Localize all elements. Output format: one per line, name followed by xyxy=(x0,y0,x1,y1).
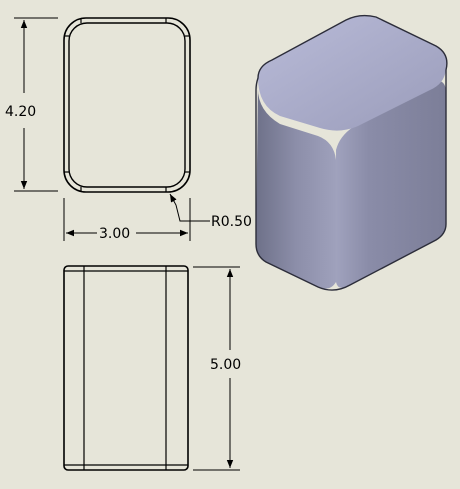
model-left-face xyxy=(256,84,336,289)
dimension-label-4-20: 4.20 xyxy=(5,104,36,120)
dimension-label-r0-50: R0.50 xyxy=(211,214,252,230)
top-view: 4.20 3.00 R0.50 xyxy=(5,17,252,242)
dimension-r0-50: R0.50 xyxy=(169,193,252,230)
top-view-inner-outline xyxy=(68,22,186,188)
top-view-tangent-edges xyxy=(64,18,190,192)
dimension-5-00: 5.00 xyxy=(193,266,241,471)
model-top-face xyxy=(258,15,447,131)
model-right-face xyxy=(336,81,446,288)
top-view-outer-outline xyxy=(63,17,191,193)
dimension-label-3-00: 3.00 xyxy=(99,226,130,242)
model-silhouette xyxy=(255,14,448,291)
dimension-3-00: 3.00 xyxy=(63,198,191,242)
dimension-label-5-00: 5.00 xyxy=(210,357,241,373)
front-view: 5.00 xyxy=(63,265,241,471)
dimension-4-20: 4.20 xyxy=(5,17,58,192)
front-view-outline xyxy=(63,265,189,471)
isometric-model xyxy=(255,14,448,291)
